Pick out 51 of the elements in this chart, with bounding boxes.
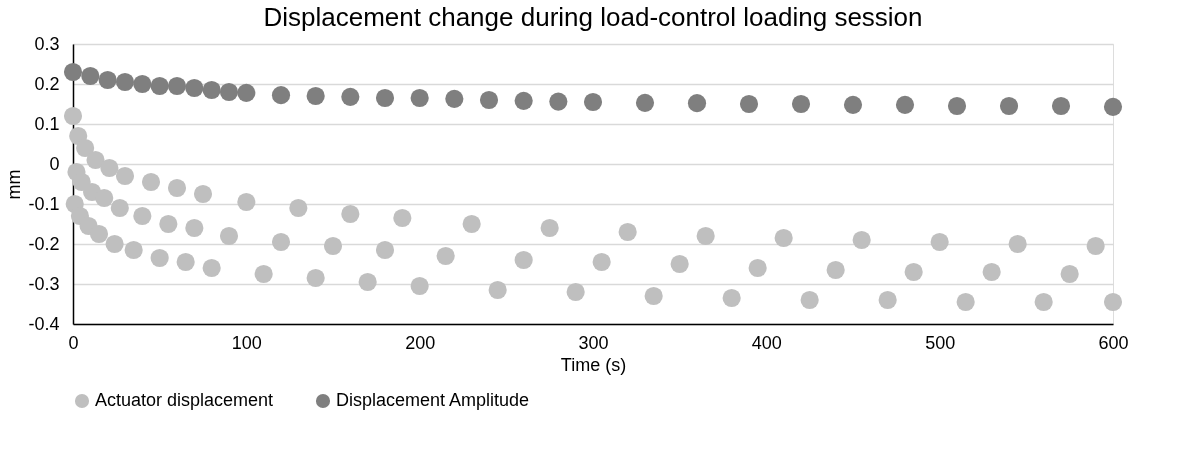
point	[237, 83, 256, 102]
x-tick-label: 400	[751, 332, 782, 353]
point	[63, 62, 83, 82]
point	[81, 66, 100, 86]
x-tick-label: 600	[1098, 332, 1129, 353]
x-tick-label: 100	[231, 332, 262, 353]
y-tick-label: 0.1	[34, 113, 60, 134]
point	[445, 89, 464, 108]
point	[947, 96, 967, 116]
y-tick-label: 0	[49, 153, 60, 174]
legend-label: Actuator displacement	[95, 390, 274, 410]
point	[115, 72, 135, 92]
point	[687, 94, 707, 113]
point	[583, 92, 603, 112]
point	[219, 82, 239, 102]
point	[999, 96, 1019, 116]
x-axis-title: Time (s)	[560, 354, 627, 375]
point	[739, 94, 759, 114]
y-tick-label: 0.3	[34, 33, 60, 54]
point	[150, 76, 169, 96]
y-tick-label: -0.1	[28, 193, 60, 214]
point	[635, 93, 655, 112]
point	[167, 76, 187, 96]
point	[306, 86, 325, 106]
x-tick-label: 300	[578, 332, 609, 353]
point	[791, 94, 811, 114]
x-tick-label: 500	[925, 332, 956, 353]
point	[133, 74, 152, 94]
point	[549, 92, 568, 111]
point	[271, 86, 291, 105]
y-tick-label: -0.3	[28, 273, 60, 294]
point	[185, 78, 204, 98]
y-tick-label: -0.2	[28, 233, 60, 254]
chart-title: Displacement change during load-control loading session	[263, 2, 923, 32]
point	[98, 70, 117, 90]
y-tick-label: 0.2	[34, 73, 60, 94]
x-tick-label: 0	[68, 332, 79, 353]
point	[843, 95, 863, 114]
point	[375, 88, 395, 108]
point	[1051, 96, 1071, 116]
point	[514, 91, 533, 110]
legend-label: Displacement Amplitude	[336, 390, 530, 410]
y-tick-label: -0.4	[28, 313, 60, 334]
point	[1103, 97, 1123, 116]
point	[341, 87, 360, 106]
y-axis-title: mm	[4, 169, 25, 200]
point	[202, 80, 221, 100]
point	[895, 95, 915, 114]
point	[479, 90, 499, 110]
x-tick-label: 200	[405, 332, 436, 353]
point	[410, 88, 429, 108]
